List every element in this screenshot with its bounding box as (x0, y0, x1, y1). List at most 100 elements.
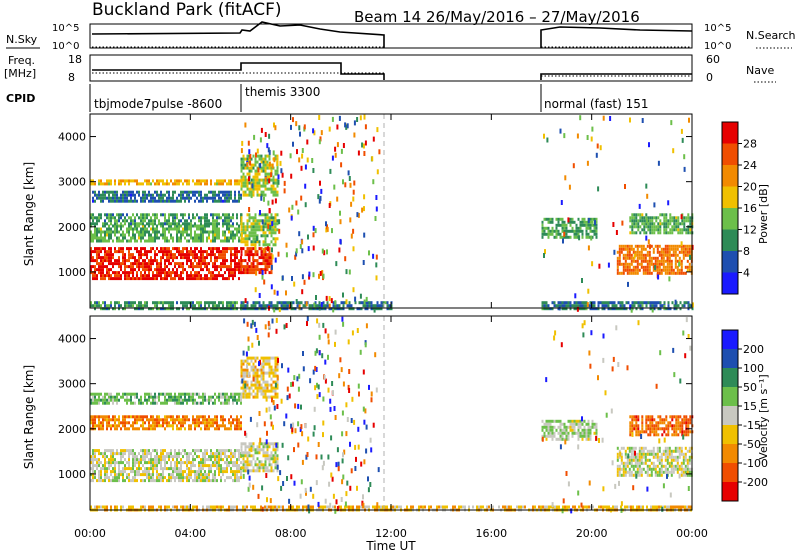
vel-cell-r5 (550, 429, 552, 432)
power-cell-r0 (232, 271, 234, 274)
power-cell-r12 (663, 260, 665, 263)
power-cell-r0 (148, 277, 150, 280)
vel-cell-r0 (112, 470, 114, 473)
power-cell-r12 (681, 269, 683, 272)
power-cell-r12 (657, 245, 659, 248)
nsky-trace-b (541, 27, 692, 48)
power-cell-r1 (226, 240, 228, 243)
power-cell-r1 (218, 234, 220, 237)
power-cell-r0 (178, 262, 180, 265)
power-cell-r2 (150, 219, 152, 222)
power-cell-r13 (675, 222, 677, 225)
nsky-panel: N.Sky 10^5 10^0 10^5 10^0 N.Search (6, 22, 796, 52)
power-cell-r1 (142, 231, 144, 234)
vel-cell-r5 (546, 435, 548, 438)
power-cell-r6 (249, 250, 251, 253)
vel-cell-r4 (261, 366, 263, 369)
power-cell-r1 (114, 228, 116, 231)
power-cell-r13 (663, 222, 665, 225)
vel-cell-r0 (186, 461, 188, 464)
power-scatter-cell (646, 218, 648, 223)
power-cell-r0 (222, 253, 224, 256)
vel-cell-r2 (112, 396, 114, 399)
power-cell-r0 (200, 259, 202, 262)
power-cell-r10 (544, 301, 546, 304)
power-cell-r1 (96, 237, 98, 240)
power-cell-r9 (277, 304, 279, 307)
power-cell-r12 (649, 257, 651, 260)
power-cell-r12 (643, 266, 645, 269)
vel-cell-r1 (182, 424, 184, 427)
vel-cell-r1 (126, 427, 128, 430)
vel-cell-r5 (564, 432, 566, 435)
power-cell-r5 (214, 304, 216, 307)
power-cell-r0 (122, 271, 124, 274)
power-cell-r13 (663, 228, 665, 231)
power-scatter-cell (241, 232, 243, 237)
vel-cell-r3 (269, 460, 271, 463)
power-cell-r8 (263, 179, 265, 182)
power-cell-r11 (566, 224, 568, 227)
power-cell-r8 (245, 191, 247, 194)
vel-cell-r0 (156, 461, 158, 464)
vel-cell-r0 (130, 470, 132, 473)
vel-cell-r3 (277, 457, 279, 460)
power-cell-r8 (265, 173, 267, 176)
power-cell-r10 (584, 304, 586, 307)
power-cell-r3 (172, 194, 174, 197)
power-cell-r0 (192, 277, 194, 280)
power-cell-r1 (238, 231, 240, 234)
power-scatter-cell (323, 274, 325, 279)
power-cell-r8 (273, 182, 275, 185)
vel-cell-r0 (94, 464, 96, 467)
vel-cell-r0 (108, 449, 110, 452)
power-cell-r0 (156, 265, 158, 268)
power-cell-r11 (548, 230, 550, 233)
vel-cell-r5 (550, 420, 552, 423)
vel-cell-r1 (158, 415, 160, 418)
power-cell-r2 (118, 219, 120, 222)
power-cell-r3 (92, 191, 94, 194)
vel-cell-r1 (220, 415, 222, 418)
power-cell-r0 (120, 274, 122, 277)
power-cell-r0 (124, 268, 126, 271)
power-cell-r0 (150, 256, 152, 259)
vel-cell-r0 (232, 473, 234, 476)
vel-cell-r0 (142, 479, 144, 482)
power-cell-r0 (188, 256, 190, 259)
power-scatter-cell (306, 301, 308, 306)
power-cell-r10 (542, 304, 544, 307)
power-cell-r1 (178, 237, 180, 240)
power-cell-r9 (247, 301, 249, 304)
power-cell-r1 (100, 240, 102, 243)
vel-cell-r0 (176, 470, 178, 473)
vel-cell-r0 (154, 464, 156, 467)
power-scatter-cell (278, 174, 280, 179)
power-cell-r1 (164, 234, 166, 237)
power-cell-r0 (220, 256, 222, 259)
power-cell-r11 (542, 227, 544, 230)
vel-cell-r4 (263, 387, 265, 390)
power-cell-r10 (572, 304, 574, 307)
power-cell-r3 (122, 191, 124, 194)
power-cell-r5 (96, 301, 98, 304)
power-cell-r0 (136, 247, 138, 250)
power-cell-r7 (261, 225, 263, 228)
power-cell-r1 (202, 228, 204, 231)
power-cell-r1 (114, 231, 116, 234)
power-cell-r9 (349, 301, 351, 304)
power-scatter-cell (681, 214, 683, 219)
power-cell-r12 (675, 272, 677, 275)
vel-cell-r1 (114, 421, 116, 424)
power-cell-r0 (130, 271, 132, 274)
vel-cell-r0 (152, 470, 154, 473)
power-cell-r1 (202, 225, 204, 228)
vel-cell-r0 (158, 458, 160, 461)
power-scatter-cell (249, 154, 251, 159)
power-cell-r6 (253, 262, 255, 265)
power-scatter-cell (300, 244, 302, 249)
power-cell-r12 (661, 269, 663, 272)
power-cell-r2 (126, 219, 128, 222)
power-cell-r10 (644, 301, 646, 304)
power-cell-r5 (176, 301, 178, 304)
